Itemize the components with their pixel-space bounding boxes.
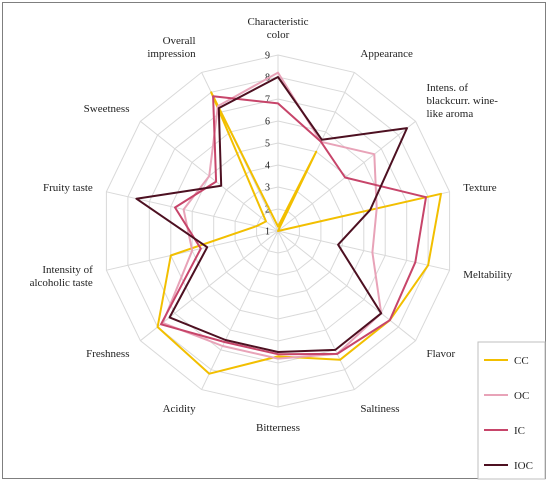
axis-label: Appearance xyxy=(360,48,413,60)
legend: CC OC IC IOC xyxy=(477,341,546,480)
axis-label: Overall impression xyxy=(147,35,196,60)
series-line-oc xyxy=(161,71,383,360)
spoke xyxy=(106,191,279,232)
chart-frame xyxy=(2,2,546,479)
tick-label: 3 xyxy=(265,183,270,194)
tick-label: 4 xyxy=(265,161,270,172)
axis-label: Fruity taste xyxy=(43,182,93,194)
axis-label: Sweetness xyxy=(84,103,130,115)
axis-label: Flavor xyxy=(427,348,456,360)
axis-label: Meltability xyxy=(463,269,512,281)
tick-label: 5 xyxy=(265,139,270,150)
spoke xyxy=(277,120,416,232)
axis-label: Bitterness xyxy=(256,422,300,434)
legend-label-cc: CC xyxy=(514,355,529,367)
series-line-ic xyxy=(160,95,427,356)
spoke xyxy=(277,230,355,390)
axis-label: Intensity of alcoholic taste xyxy=(30,264,94,289)
legend-box xyxy=(477,341,546,480)
axis-label: Saltiness xyxy=(360,403,399,415)
series-line-ioc xyxy=(135,76,408,353)
spoke xyxy=(201,230,279,390)
series-layer xyxy=(135,71,442,375)
tick-label: 7 xyxy=(265,95,270,106)
axis-label: Acidity xyxy=(163,403,196,415)
tick-label: 6 xyxy=(265,117,270,128)
tick-label: 1 xyxy=(265,227,270,238)
spoke xyxy=(277,230,416,342)
axis-label: Characteristic color xyxy=(247,16,308,41)
series-line-cc xyxy=(156,91,442,375)
axis-label: Freshness xyxy=(86,348,129,360)
legend-label-ioc: IOC xyxy=(514,460,533,472)
axis-label: Texture xyxy=(463,182,497,194)
tick-label: 2 xyxy=(265,205,270,216)
spoke xyxy=(277,230,450,271)
axis-label-layer: Characteristic color Appearance Intens. of b… xyxy=(30,16,513,434)
axis-label: Intens. of blackcurr. wine-like aroma xyxy=(427,82,499,120)
legend-label-ic: IC xyxy=(514,425,525,437)
tick-label: 9 xyxy=(265,51,270,62)
legend-label-oc: OC xyxy=(514,390,529,402)
